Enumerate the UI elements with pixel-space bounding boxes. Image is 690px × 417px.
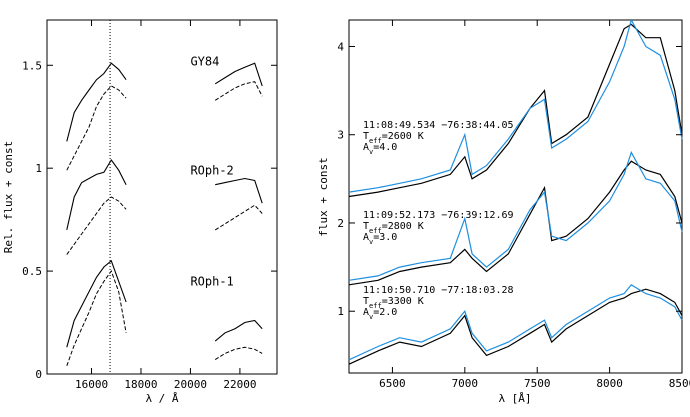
right-x-axis-title: λ [Å]	[498, 392, 531, 405]
right-series-line-3	[348, 150, 683, 281]
left-y-tick-label: 0.5	[22, 265, 42, 278]
left-series-line-0	[66, 62, 127, 142]
right-annotation-line: 11:08:49.534 −76:38:44.05	[363, 120, 514, 131]
right-x-tick-label: 6500	[379, 377, 406, 390]
left-labels-group: GY84 ROph-2 ROph-1	[190, 54, 233, 288]
left-panel: 16000 18000 20000 22000 0 0.5 1 1.5 GY84 ROph-2 R…	[2, 19, 278, 405]
left-series-line-1	[66, 85, 127, 171]
right-y-tick-label: 2	[337, 217, 344, 230]
left-x-tick-label: 20000	[174, 378, 207, 391]
left-plot-frame	[46, 19, 278, 375]
right-series-line-2	[348, 160, 683, 286]
left-y-tick-label: 1.5	[22, 59, 42, 72]
right-x-tick-label: 8000	[596, 377, 623, 390]
left-series-group	[66, 20, 263, 374]
right-series-line-1	[348, 18, 683, 193]
right-annotation-line: Av=4.0	[363, 142, 397, 156]
right-series-line-5	[348, 284, 683, 361]
left-x-tick-label: 22000	[223, 378, 256, 391]
right-annotation-line: Teff=2600 K	[363, 131, 424, 145]
right-y-tick-label: 3	[337, 129, 344, 142]
left-series-line-3	[214, 81, 263, 101]
right-y-axis-title: flux + const	[317, 157, 330, 236]
left-series-line-2	[214, 62, 263, 87]
right-x-tick-label: 7000	[452, 377, 479, 390]
left-series-line-4	[66, 159, 127, 231]
left-y-tick-label: 0	[35, 368, 42, 381]
left-spectrum-label: GY84	[190, 54, 219, 68]
right-series-group	[348, 18, 683, 365]
left-y-axis-title: Rel. flux + const	[2, 141, 15, 254]
left-y-tick-label: 1	[35, 162, 42, 175]
left-series-line-6	[215, 177, 263, 204]
left-x-tick-label: 18000	[124, 378, 157, 391]
left-spectrum-label: ROph-1	[190, 275, 233, 289]
right-panel: 6500 7000 7500 8000 8500 1 2 3 4 11:08:49.534 −7…	[317, 18, 690, 405]
right-x-tick-label: 8500	[669, 377, 690, 390]
right-series-line-0	[348, 23, 683, 198]
right-ticks-group: 6500 7000 7500 8000 8500 1 2 3 4	[337, 20, 690, 390]
left-series-line-9	[66, 270, 127, 366]
right-y-tick-label: 4	[337, 40, 344, 53]
left-series-line-5	[66, 196, 127, 255]
left-x-tick-label: 16000	[75, 378, 108, 391]
left-series-line-11	[214, 346, 263, 361]
right-x-tick-label: 7500	[524, 377, 551, 390]
left-ticks-group: 16000 18000 20000 22000 0 0.5 1 1.5	[22, 20, 277, 391]
left-series-line-7	[214, 204, 263, 231]
right-annotation-line: Av=2.0	[363, 307, 397, 321]
right-annotation-line: Teff=2800 K	[363, 221, 424, 235]
right-plot-frame	[348, 19, 683, 374]
left-spectrum-label: ROph-2	[190, 163, 233, 177]
right-annotation-line: Av=3.0	[363, 232, 397, 246]
right-annotation-line: 11:10:50.710 −77:18:03.28	[363, 285, 514, 296]
left-series-line-8	[66, 259, 127, 348]
right-annotation-line: Teff=3300 K	[363, 296, 424, 310]
left-x-axis-title: λ / Å	[145, 392, 178, 405]
left-series-line-10	[214, 319, 263, 342]
right-annotation-line: 11:09:52.173 −76:39:12.69	[363, 210, 514, 221]
right-y-tick-label: 1	[337, 305, 344, 318]
